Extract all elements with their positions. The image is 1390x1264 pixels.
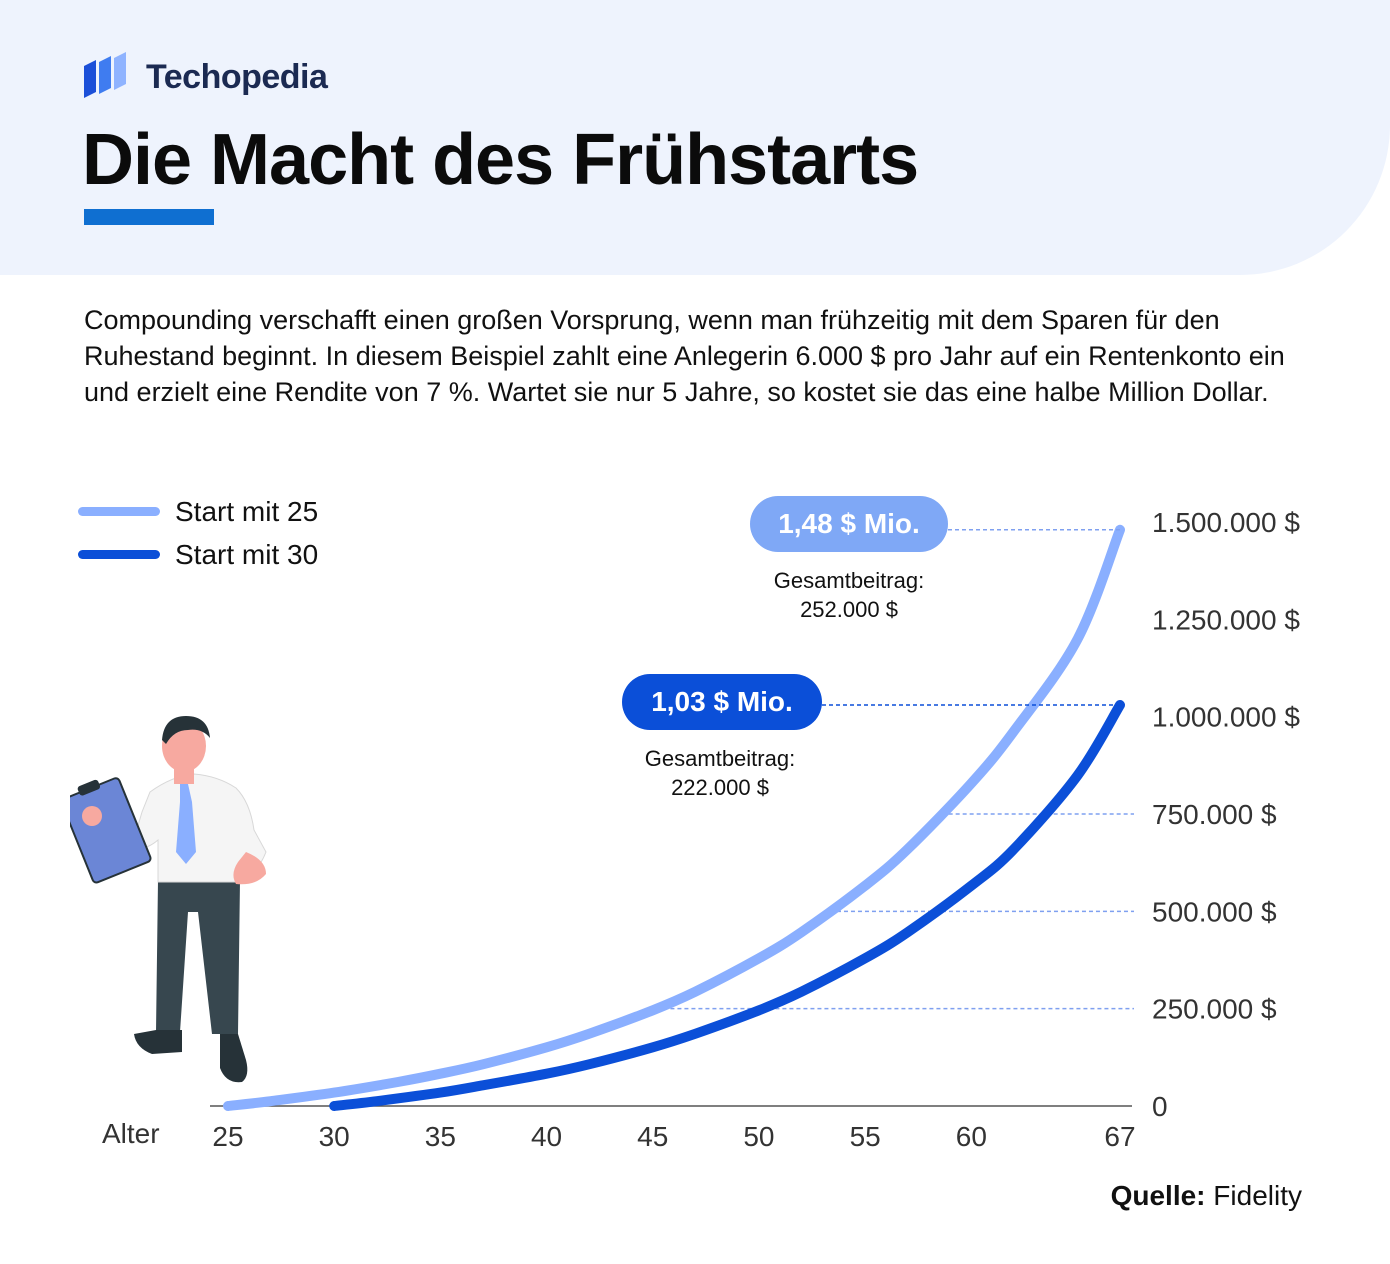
page-title: Die Macht des Frühstarts xyxy=(82,120,919,200)
contribution-value: 252.000 $ xyxy=(800,597,898,622)
contribution-label: Gesamtbeitrag: xyxy=(773,568,925,593)
contribution-label: Gesamtbeitrag: xyxy=(644,746,796,771)
y-tick-label: 1.250.000 $ xyxy=(1152,604,1300,635)
techopedia-logo-icon xyxy=(84,52,126,98)
series-line-start-25 xyxy=(223,524,1125,1111)
contribution-value: 222.000 $ xyxy=(671,775,769,800)
legend-label-start-30: Start mit 30 xyxy=(175,538,319,570)
y-tick-label: 750.000 $ xyxy=(1152,799,1277,830)
source-label: Quelle: xyxy=(1110,1180,1206,1211)
y-tick-label: 0 xyxy=(1152,1091,1168,1122)
title-underline xyxy=(84,209,214,225)
header-background xyxy=(0,0,1390,275)
x-tick-label: 30 xyxy=(319,1121,350,1152)
x-tick-label: 40 xyxy=(531,1121,562,1152)
chart-legend: Start mit 25 Start mit 30 xyxy=(78,490,318,576)
source-value: Fidelity xyxy=(1213,1180,1302,1211)
end-value-label-start-25: 1,48 $ Mio. xyxy=(750,496,948,552)
source-credit: Quelle: Fidelity xyxy=(1111,1180,1302,1212)
legend-label-start-25: Start mit 25 xyxy=(175,495,319,527)
contribution-note-start-30: Gesamtbeitrag: 222.000 $ xyxy=(610,744,830,802)
end-value-label-start-30: 1,03 $ Mio. xyxy=(622,674,822,730)
x-tick-label: 45 xyxy=(637,1121,668,1152)
y-tick-label: 1.500.000 $ xyxy=(1152,507,1300,538)
brand-name: Techopedia xyxy=(146,57,328,96)
legend-swatch-start-25 xyxy=(78,507,160,516)
series-line-start-30 xyxy=(329,700,1125,1111)
x-tick-label: 67 xyxy=(1104,1121,1135,1152)
y-tick-label: 250.000 $ xyxy=(1152,994,1277,1025)
x-tick-label: 50 xyxy=(743,1121,774,1152)
x-tick-label: 25 xyxy=(212,1121,243,1152)
y-tick-label: 500.000 $ xyxy=(1152,896,1277,927)
brand: Techopedia xyxy=(82,52,328,102)
legend-item-start-30: Start mit 30 xyxy=(78,533,318,576)
businessman-with-clipboard-icon xyxy=(70,716,267,1083)
contribution-note-start-25: Gesamtbeitrag: 252.000 $ xyxy=(740,566,958,624)
y-tick-label: 1.000.000 $ xyxy=(1152,702,1300,733)
x-tick-label: 60 xyxy=(956,1121,987,1152)
x-axis-title: Alter xyxy=(102,1118,160,1149)
legend-swatch-start-30 xyxy=(78,550,160,559)
intro-text: Compounding verschafft einen großen Vors… xyxy=(84,305,1285,407)
legend-item-start-25: Start mit 25 xyxy=(78,490,318,533)
x-tick-label: 55 xyxy=(850,1121,881,1152)
x-tick-label: 35 xyxy=(425,1121,456,1152)
